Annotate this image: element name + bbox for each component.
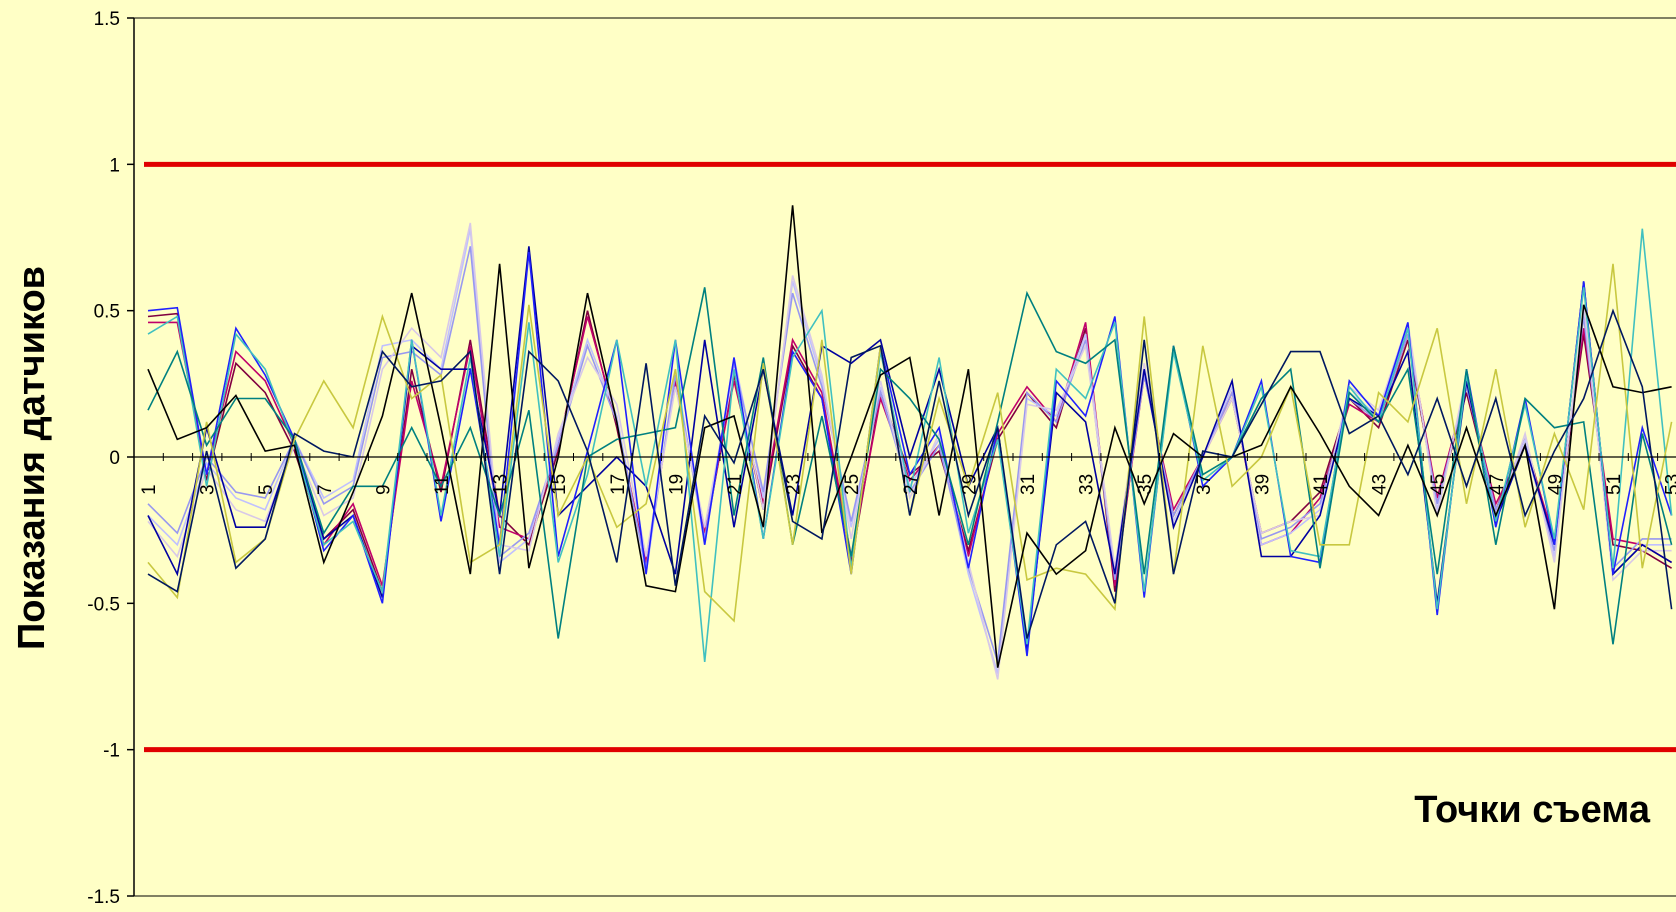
series-line-5 xyxy=(147,222,1672,680)
x-tick-label: 49 xyxy=(1545,474,1566,495)
series-line-1 xyxy=(147,310,1673,592)
x-tick-label: 15 xyxy=(549,474,570,495)
x-tick-label: 13 xyxy=(491,474,512,495)
series-line-6 xyxy=(147,246,1673,651)
x-tick-label: 45 xyxy=(1428,474,1449,495)
x-tick-label: 31 xyxy=(1018,474,1039,495)
x-tick-label: 39 xyxy=(1252,474,1273,495)
x-tick-label: 23 xyxy=(784,474,805,495)
y-tick-label: 0 xyxy=(109,448,120,469)
y-tick-label: 0.5 xyxy=(94,302,120,323)
x-tick-label: 7 xyxy=(315,484,336,495)
series-line-8 xyxy=(147,228,1673,662)
x-tick-label: 21 xyxy=(725,474,746,495)
x-tick-label: 43 xyxy=(1370,474,1391,495)
x-tick-label: 47 xyxy=(1487,474,1508,495)
x-tick-label: 41 xyxy=(1311,474,1332,495)
y-tick-label: 1.5 xyxy=(94,9,120,30)
x-tick-label: 3 xyxy=(198,484,219,495)
x-tick-labels: 1 3 5 7 9 11 13 15 17 19 21 23 25 27 29 31 33 35 37 39 41 43 4… xyxy=(133,453,1676,495)
x-tick-label: 51 xyxy=(1604,474,1625,495)
y-tick-label: -1.5 xyxy=(87,887,120,908)
x-tick-label: 37 xyxy=(1194,474,1215,495)
y-tick-label: -0.5 xyxy=(87,594,120,615)
series-line-11 xyxy=(147,205,1672,668)
series-line-9 xyxy=(147,287,1673,645)
x-tick-label: 5 xyxy=(256,484,277,495)
series-line-12 xyxy=(147,308,1673,639)
y-tick-label: 1 xyxy=(109,155,120,176)
x-tick-label: 17 xyxy=(608,474,629,495)
y-tick-label: -1 xyxy=(103,741,120,762)
x-tick-label: 29 xyxy=(959,474,980,495)
y-tick-labels: 1.5 1 0.5 0 -0.5 -1 -1.5 xyxy=(87,9,134,908)
x-tick-label: 19 xyxy=(666,474,687,495)
x-tick-label: 1 xyxy=(139,484,160,495)
x-tick-label: 25 xyxy=(842,474,863,495)
x-tick-label: 53 xyxy=(1663,474,1676,495)
y-axis-label: Показания датчиков xyxy=(11,266,53,650)
series-layer xyxy=(147,205,1673,680)
x-tick-label: 27 xyxy=(901,474,922,495)
reference-lines xyxy=(144,161,1676,753)
x-tick-label: 35 xyxy=(1135,474,1156,495)
x-tick-label: 11 xyxy=(432,475,453,495)
x-tick-label: 33 xyxy=(1077,474,1098,495)
x-tick-label: 9 xyxy=(373,484,394,495)
x-axis-label: Точки съема xyxy=(1414,789,1651,831)
axes xyxy=(133,17,1676,897)
series-line-3 xyxy=(147,228,1672,674)
